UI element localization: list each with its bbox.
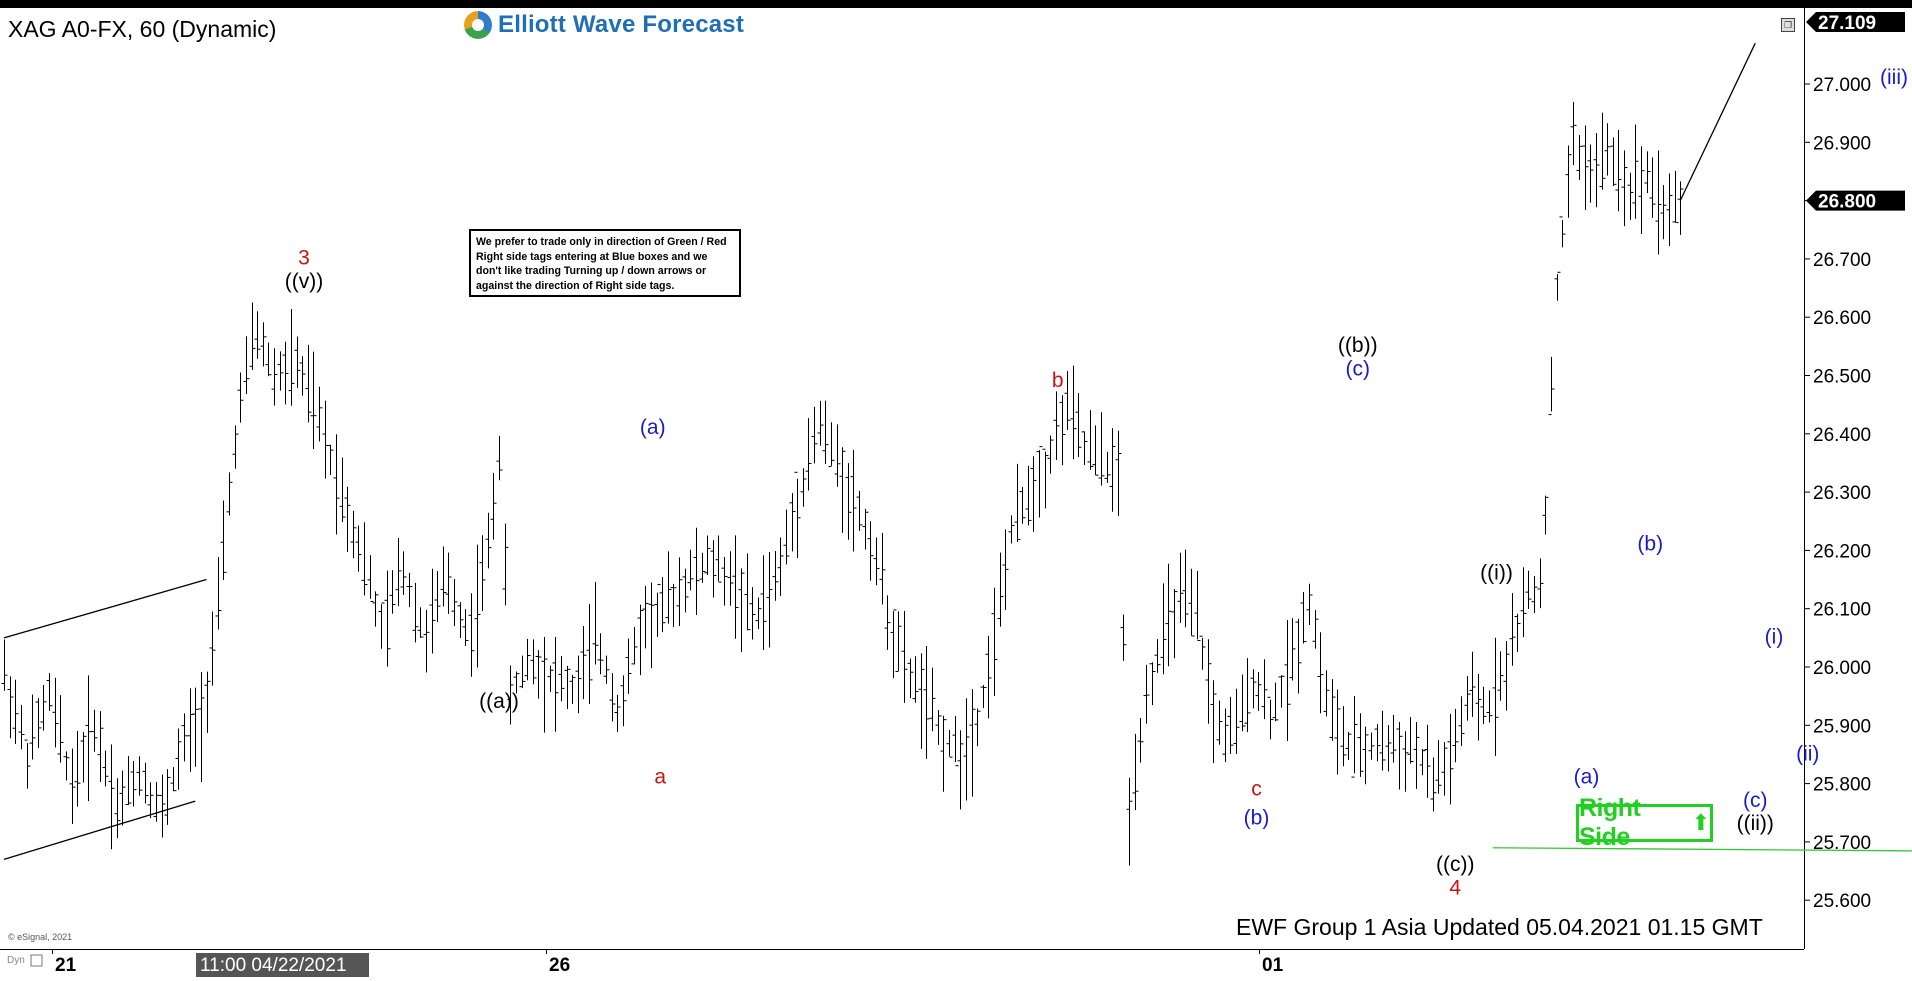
current-price-label: 26.800 — [1818, 192, 1876, 213]
trading-note-text: We prefer to trade only in direction of … — [476, 236, 727, 292]
y-tick-label: 25.800 — [1813, 775, 1871, 796]
top-border — [0, 0, 1912, 8]
wave-label: c — [1251, 777, 1262, 800]
update-footer: EWF Group 1 Asia Updated 05.04.2021 01.1… — [1236, 914, 1763, 940]
crosshair-date-label: 11:00 04/22/2021 — [200, 955, 347, 976]
y-tick-label: 26.500 — [1813, 367, 1871, 388]
y-tick-label: 26.300 — [1813, 483, 1871, 504]
channel-upper-line — [3, 578, 207, 639]
wave-label: ((ii)) — [1737, 812, 1774, 835]
projection-line — [1679, 42, 1756, 201]
wave-label: ((i)) — [1480, 562, 1513, 585]
y-tick-label: 25.700 — [1813, 833, 1871, 854]
up-arrow-icon: ⬆ — [1691, 810, 1710, 835]
y-tick-label: 25.900 — [1813, 716, 1871, 737]
invalidation-line — [1492, 847, 1912, 852]
y-tick-label: 26.100 — [1813, 600, 1871, 621]
brand-logo: Elliott Wave Forecast — [458, 8, 751, 42]
ewf-logo-icon — [464, 11, 492, 39]
copyright-text: © eSignal, 2021 — [8, 932, 73, 942]
y-tick-label: 26.900 — [1813, 133, 1871, 154]
wave-label: ((v)) — [285, 270, 323, 293]
wave-label: (b) — [1637, 532, 1663, 555]
y-tick-label: 25.600 — [1813, 891, 1871, 912]
wave-label: (b) — [1244, 806, 1270, 829]
wave-label: ((a)) — [479, 690, 519, 713]
y-tick-label: 26.600 — [1813, 308, 1871, 329]
wave-label: (ii) — [1796, 742, 1819, 765]
wave-label: (a) — [1574, 766, 1600, 789]
wave-label: (iii) — [1880, 66, 1908, 89]
right-side-badge: Right Side ⬆ — [1576, 794, 1713, 851]
wave-label: (i) — [1765, 626, 1784, 649]
wave-label: ((c)) — [1436, 853, 1474, 876]
last-price-tag — [1806, 12, 1905, 32]
wave-label: (c) — [1346, 358, 1371, 381]
last-price-label: 27.109 — [1818, 13, 1876, 34]
y-tick-label: 26.400 — [1813, 425, 1871, 446]
y-tick-label: 26.000 — [1813, 658, 1871, 679]
logo-text: Elliott Wave Forecast — [498, 11, 745, 38]
symbol-title: XAG A0-FX, 60 (Dynamic) — [8, 16, 277, 42]
y-tick-label: 26.700 — [1813, 250, 1871, 271]
right-side-label: Right Side — [1579, 794, 1641, 851]
trading-note: We prefer to trade only in direction of … — [469, 229, 741, 297]
dynamic-tag: Dyn — [7, 955, 25, 966]
y-tick-label: 26.200 — [1813, 541, 1871, 562]
wave-label: 3 — [298, 247, 310, 270]
crosshair-date-box — [196, 953, 369, 977]
wave-label: (c) — [1743, 789, 1768, 812]
x-tick-label: 21 — [55, 955, 77, 976]
x-tick-label: 01 — [1262, 955, 1284, 976]
wave-label: ((b)) — [1338, 334, 1378, 357]
wave-label: 4 — [1449, 876, 1461, 899]
wave-label: (a) — [640, 416, 666, 439]
current-price-tag — [1806, 190, 1905, 211]
channel-lower-line — [3, 800, 196, 861]
restore-window-icon[interactable]: ❐ — [1781, 18, 1795, 32]
wave-label: b — [1052, 369, 1064, 392]
y-tick-label: 27.000 — [1813, 75, 1871, 96]
calendar-icon — [30, 954, 43, 967]
x-tick-label: 26 — [549, 955, 570, 976]
wave-label: a — [654, 766, 666, 789]
